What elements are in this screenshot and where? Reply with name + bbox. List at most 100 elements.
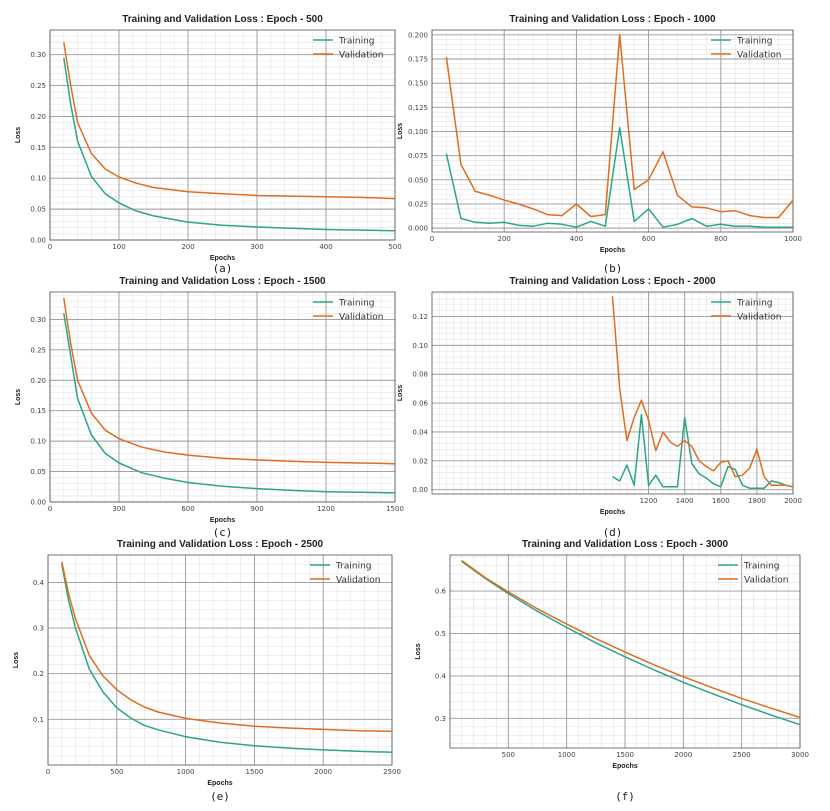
y-tick-label: 0.30 xyxy=(30,316,46,324)
y-tick-label: 0.10 xyxy=(30,175,46,183)
x-tick-label: 600 xyxy=(181,505,194,513)
minor-grid xyxy=(431,292,794,494)
y-tick-label: 0.4 xyxy=(33,579,45,587)
y-tick-label: 0.02 xyxy=(412,457,428,465)
minor-grid xyxy=(49,292,396,503)
x-axis-label: Epochs xyxy=(600,247,625,254)
x-tick-label: 1500 xyxy=(386,505,404,513)
y-axis-label: Loss xyxy=(15,389,22,405)
legend: Training Validation xyxy=(313,37,383,61)
y-tick-label: 0.175 xyxy=(408,55,428,63)
x-tick-label: 2000 xyxy=(314,768,332,776)
x-tick-label: 2000 xyxy=(674,751,692,759)
training-loss-line xyxy=(61,563,393,753)
validation-legend-label: Validation xyxy=(336,576,380,586)
x-tick-label: 0 xyxy=(430,235,434,243)
x-tick-label: 1000 xyxy=(558,751,576,759)
legend: Training Validation xyxy=(718,562,788,586)
y-tick-label: 0.075 xyxy=(408,152,428,160)
plot-frame xyxy=(49,291,396,503)
validation-legend-label: Validation xyxy=(744,576,788,586)
x-tick-label: 2500 xyxy=(733,751,751,759)
y-tick-label: 0.30 xyxy=(30,51,46,59)
chart-title: Training and Validation Loss : Epoch - 1… xyxy=(119,276,326,287)
legend: Training Validation xyxy=(313,299,383,323)
x-axis-label: Epochs xyxy=(210,517,235,524)
validation-loss-line xyxy=(61,561,393,732)
y-tick-label: 0.100 xyxy=(408,128,428,136)
y-tick-label: 0.6 xyxy=(435,588,447,596)
x-tick-label: 100 xyxy=(112,243,125,251)
training-legend-label: Training xyxy=(743,562,780,572)
training-legend-label: Training xyxy=(335,562,372,572)
y-tick-label: 0.000 xyxy=(408,225,428,233)
legend: Training Validation xyxy=(310,562,380,586)
y-tick-label: 0.15 xyxy=(30,144,46,152)
y-tick-label: 0.05 xyxy=(30,206,46,214)
x-tick-label: 400 xyxy=(570,235,583,243)
x-axis-label: Epochs xyxy=(210,255,235,262)
y-tick-label: 0.06 xyxy=(412,400,428,408)
plot-frame xyxy=(449,554,801,749)
chart-title: Training and Validation Loss : Epoch - 3… xyxy=(522,539,729,550)
training-legend-label: Training xyxy=(736,37,773,47)
x-tick-label: 500 xyxy=(388,243,401,251)
validation-loss-line xyxy=(63,297,396,465)
chart-title: Training and Validation Loss : Epoch - 5… xyxy=(122,14,323,25)
x-tick-label: 400 xyxy=(319,243,332,251)
minor-grid xyxy=(47,554,393,766)
x-axis-label: Epochs xyxy=(612,763,637,770)
plot-frame xyxy=(431,29,794,233)
x-tick-label: 1000 xyxy=(177,768,195,776)
x-tick-label: 1600 xyxy=(712,497,730,505)
panel-caption: (c) xyxy=(213,526,233,539)
major-grid xyxy=(49,292,396,503)
x-tick-label: 300 xyxy=(250,243,263,251)
x-tick-label: 500 xyxy=(110,768,123,776)
validation-legend-label: Validation xyxy=(339,313,383,323)
legend: Training Validation xyxy=(711,299,781,323)
y-axis-label: Loss xyxy=(415,643,422,659)
chart-panel: 0 500 1000 1500 2000 2500 0.1 0.2 0.3 0.4 Training… xyxy=(13,539,401,803)
x-tick-label: 1800 xyxy=(748,497,766,505)
plot-frame xyxy=(49,29,396,241)
x-tick-label: 300 xyxy=(112,505,125,513)
x-tick-label: 200 xyxy=(181,243,194,251)
x-tick-label: 1200 xyxy=(640,497,658,505)
training-loss-line xyxy=(63,57,396,232)
x-tick-label: 500 xyxy=(502,751,515,759)
training-loss-line xyxy=(461,560,801,726)
y-axis-label: Loss xyxy=(13,652,20,668)
x-tick-label: 800 xyxy=(714,235,727,243)
y-tick-label: 0.20 xyxy=(30,113,46,121)
validation-legend-label: Validation xyxy=(737,51,781,61)
y-tick-label: 0.150 xyxy=(408,80,428,88)
y-tick-label: 0.2 xyxy=(33,670,44,678)
x-axis-label: Epochs xyxy=(600,509,625,516)
validation-loss-line xyxy=(611,296,794,488)
minor-grid xyxy=(49,29,396,241)
y-tick-label: 0.200 xyxy=(408,31,428,39)
chart-panel: 0 200 400 600 800 1000 0.000 0.025 0.050 0.075 0.1… xyxy=(397,14,802,275)
x-axis-label: Epochs xyxy=(207,780,232,787)
chart-panel: 500 1000 1500 2000 2500 3000 0.3 0.4 0.5 0.6 Train… xyxy=(415,539,809,803)
plot-frame xyxy=(47,554,393,766)
chart-panel: 1200 1400 1600 1800 2000 0.00 0.02 0.04 0.06 0.08… xyxy=(397,276,802,539)
validation-loss-line xyxy=(445,34,794,219)
plot-frame xyxy=(431,291,794,495)
x-tick-label: 2000 xyxy=(784,497,802,505)
y-tick-label: 0.25 xyxy=(30,82,46,90)
y-tick-label: 0.10 xyxy=(412,342,428,350)
x-tick-label: 0 xyxy=(46,768,50,776)
y-tick-label: 0.04 xyxy=(412,428,428,436)
x-tick-label: 1200 xyxy=(317,505,335,513)
panel-caption: (f) xyxy=(615,790,635,803)
x-tick-label: 1500 xyxy=(245,768,263,776)
y-tick-label: 0.5 xyxy=(435,630,446,638)
y-axis-label: Loss xyxy=(397,385,404,401)
major-grid xyxy=(432,292,794,494)
training-loss-line xyxy=(612,413,794,489)
y-tick-label: 0.025 xyxy=(408,200,428,208)
x-tick-label: 3000 xyxy=(791,751,809,759)
